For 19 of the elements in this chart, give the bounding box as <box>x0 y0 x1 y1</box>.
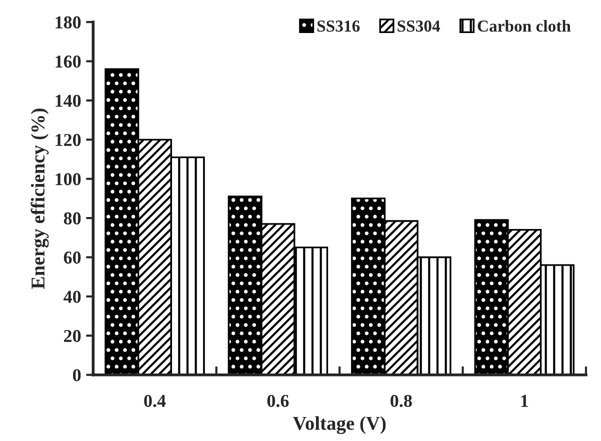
legend-label: SS304 <box>398 20 440 32</box>
y-tick-label: 0 <box>73 369 81 382</box>
y-axis-title: Energy efficiency (%) <box>30 108 49 289</box>
x-tick-label: 0.8 <box>390 394 412 408</box>
y-tick-label: 40 <box>64 290 81 303</box>
x-tick-label: 0.4 <box>144 394 166 408</box>
y-tick-label: 140 <box>56 94 81 107</box>
x-tick-label: 0.6 <box>267 394 289 408</box>
y-tick-label: 180 <box>56 16 81 28</box>
legend-label: SS316 <box>317 20 360 32</box>
y-tick-label: 120 <box>56 134 81 146</box>
y-tick-label: 100 <box>56 173 81 186</box>
y-tick-label: 160 <box>56 56 81 68</box>
y-tick-label: 20 <box>64 330 81 342</box>
y-tick-label: 60 <box>64 252 81 264</box>
legend-label: Carbon cloth <box>478 20 571 32</box>
y-tick-label: 80 <box>64 212 81 224</box>
x-axis-title: Voltage (V) <box>292 416 386 434</box>
x-tick-label: 1 <box>521 394 528 407</box>
